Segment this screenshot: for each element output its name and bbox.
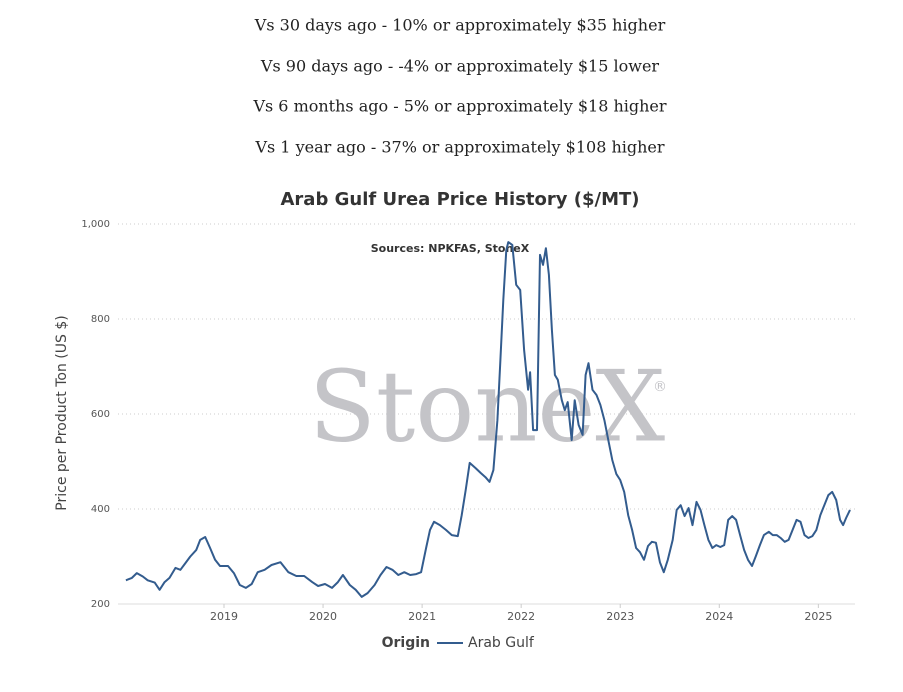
- x-tick-label: 2020: [309, 610, 337, 623]
- x-tick-label: 2023: [606, 610, 634, 623]
- y-tick-label: 400: [91, 504, 110, 515]
- legend-title: Origin: [382, 635, 430, 651]
- chart-subtitle: Sources: NPKFAS, StoneX: [371, 242, 530, 255]
- summary-line: Vs 1 year ago - 37% or approximately $10…: [254, 138, 664, 157]
- x-tick-label: 2025: [804, 610, 832, 623]
- x-tick-label: 2019: [210, 610, 238, 623]
- chart-title: Arab Gulf Urea Price History ($/MT): [281, 189, 640, 210]
- y-tick-label: 200: [91, 599, 110, 610]
- y-tick-label: 800: [91, 314, 110, 325]
- watermark-mark: ®: [653, 379, 667, 395]
- legend-label: Arab Gulf: [468, 635, 535, 651]
- y-axis-label: Price per Product Ton (US $): [54, 315, 70, 510]
- x-tick-label: 2022: [507, 610, 535, 623]
- x-tick-label: 2024: [705, 610, 733, 623]
- y-tick-label: 600: [91, 409, 110, 420]
- y-tick-label: 1,000: [81, 219, 110, 230]
- summary-line: Vs 30 days ago - 10% or approximately $3…: [254, 16, 666, 35]
- line-series: [125, 241, 851, 598]
- x-tick-label: 2021: [408, 610, 436, 623]
- summary-line: Vs 90 days ago - -4% or approximately $1…: [260, 57, 659, 76]
- watermark: StoneX: [309, 351, 666, 465]
- summary-line: Vs 6 months ago - 5% or approximately $1…: [252, 97, 666, 116]
